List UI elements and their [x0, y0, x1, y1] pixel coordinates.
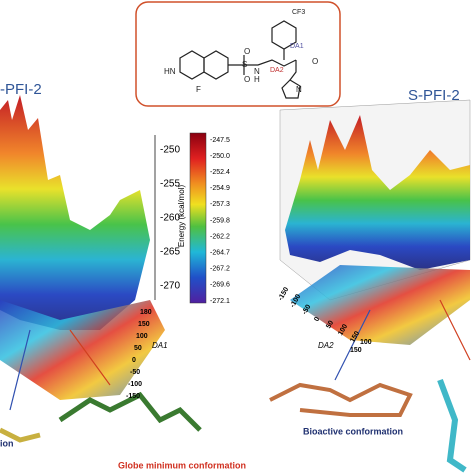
colorbar-label: -254.9: [210, 185, 230, 192]
left-caption: ion: [0, 438, 14, 448]
colorbar-label: -259.8: [210, 217, 230, 224]
structure-label: O: [244, 75, 250, 84]
right-surface: [285, 115, 470, 270]
energy-tick: -270: [160, 281, 180, 292]
structure-label: O: [312, 57, 318, 66]
structure-label: HN: [164, 67, 176, 76]
molecule: [179, 20, 301, 99]
bioactive-caption: Bioactive conformation: [303, 426, 403, 436]
structure-label: N: [254, 67, 260, 76]
colorbar: [189, 132, 207, 304]
da1-tick: -150: [126, 393, 140, 400]
da2-tick: 100: [337, 323, 349, 337]
right-floor: [290, 265, 470, 345]
structure-label: DA2: [270, 67, 284, 74]
da2-tick: -50: [301, 304, 312, 316]
da1-tick: 180: [140, 309, 152, 316]
da1-tick: 0: [132, 357, 136, 364]
colorbar-label: -269.6: [210, 282, 230, 289]
colorbar-label: -247.5: [210, 137, 230, 144]
structure-label: F: [196, 85, 201, 94]
right-side-tick: 100: [360, 339, 372, 346]
right-side-tick: 150: [350, 347, 362, 354]
colorbar-label: -252.4: [210, 169, 230, 176]
colorbar-label: -267.2: [210, 266, 230, 273]
da1-tick: -100: [128, 381, 142, 388]
colorbar-label: -262.2: [210, 233, 230, 240]
structure-label: DA1: [290, 43, 304, 50]
right-title: S-PFI-2: [408, 87, 460, 104]
da2-tick: 50: [325, 320, 335, 330]
global-min-caption: Globe minimum conformation: [118, 460, 246, 470]
structure-label: CF3: [292, 9, 305, 16]
energy-tick: -260: [160, 213, 180, 224]
colorbar-label: -257.3: [210, 201, 230, 208]
left-floor: [0, 300, 165, 400]
left-title: -PFI-2: [0, 81, 42, 98]
structure-label: O: [244, 47, 250, 56]
da1-tick: 150: [138, 321, 150, 328]
colorbar-label: -264.7: [210, 250, 230, 257]
structure-label: S: [242, 60, 247, 69]
energy-tick: -250: [160, 145, 180, 156]
da1-tick: 50: [134, 345, 142, 352]
left-surface: [0, 95, 150, 330]
da1-title: DA1: [152, 341, 168, 350]
colorbar-label: -250.0: [210, 153, 230, 160]
da1-tick: -50: [130, 369, 140, 376]
energy-tick: -265: [160, 247, 180, 258]
structure-box: [135, 1, 341, 107]
da1-tick: 100: [136, 333, 148, 340]
da2-title: DA2: [318, 341, 334, 350]
da2-tick: -150: [277, 286, 290, 302]
colorbar-label: -272.1: [210, 298, 230, 305]
da2-tick: 0: [313, 316, 321, 323]
da2-tick: 150: [349, 330, 361, 344]
conformers: [0, 378, 467, 473]
arrows: [9, 299, 471, 411]
energy-title: Energy (kcal/mol): [177, 185, 186, 248]
structure-label: H: [254, 75, 260, 84]
structure-label: N: [296, 85, 302, 94]
energy-tick: -255: [160, 179, 180, 190]
